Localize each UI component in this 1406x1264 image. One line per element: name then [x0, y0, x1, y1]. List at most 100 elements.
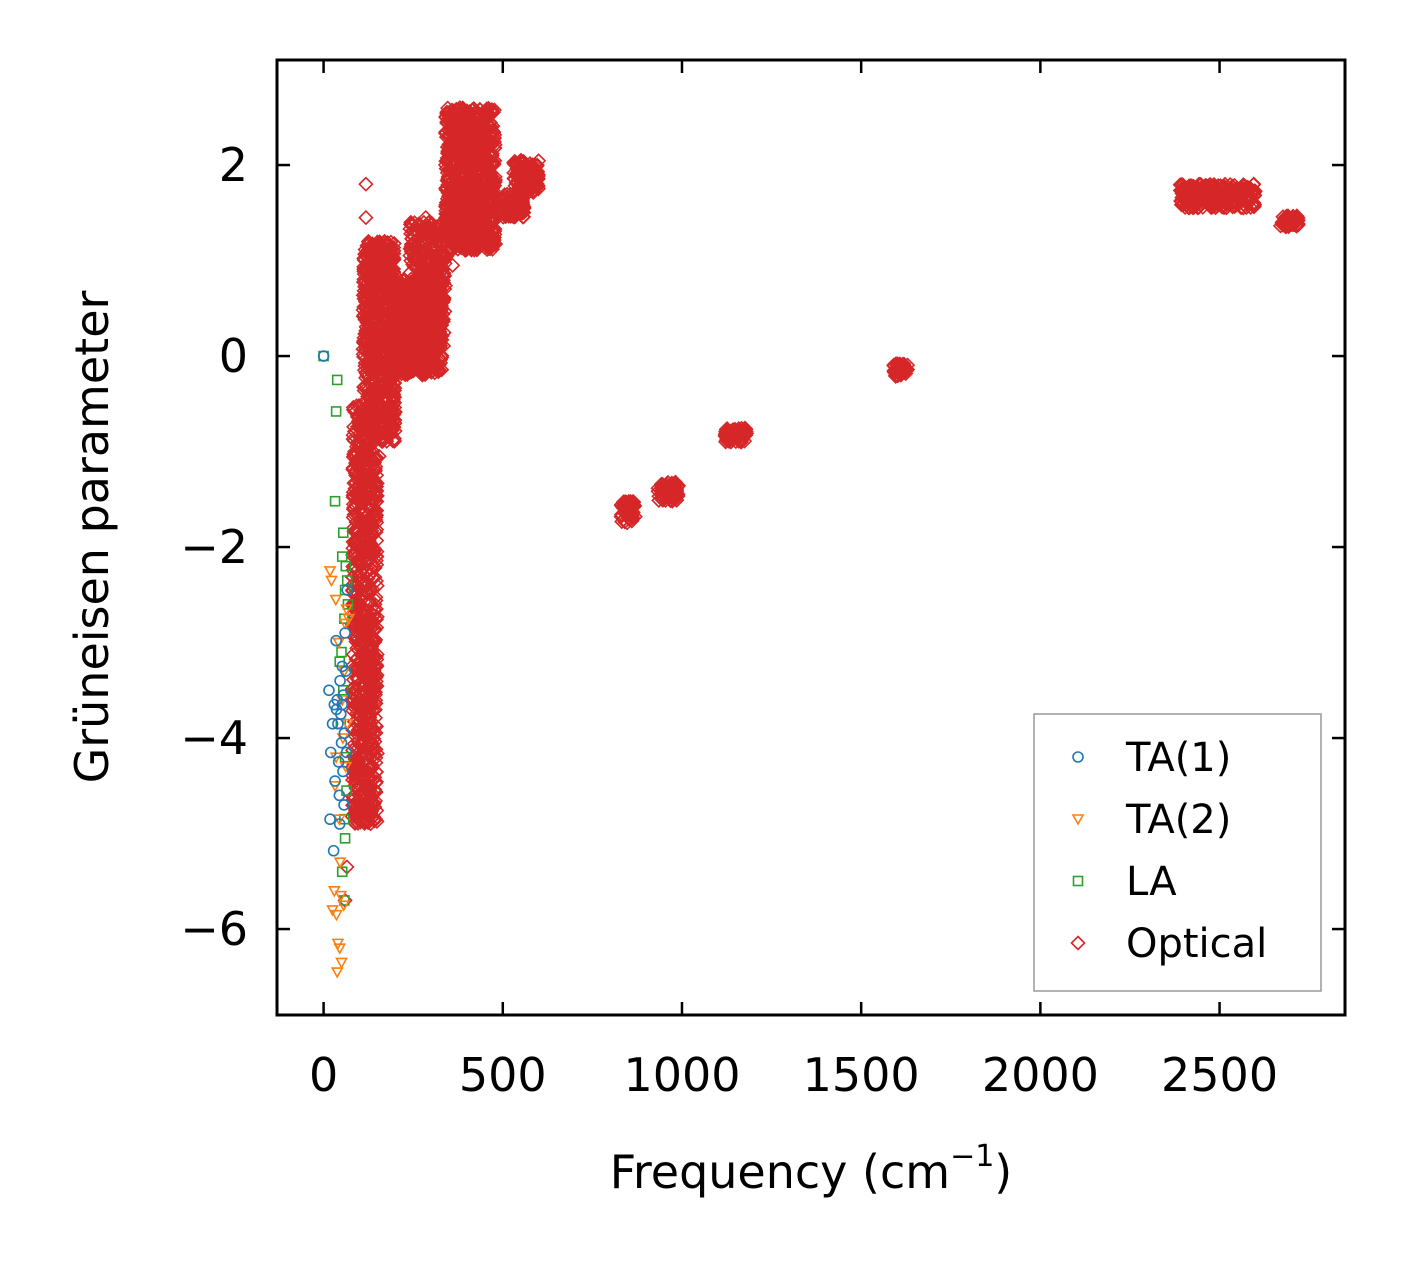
point-optical: [476, 114, 493, 130]
point-optical: [417, 366, 433, 383]
point-optical: [1283, 214, 1299, 230]
point-optical: [366, 454, 383, 471]
point-optical: [348, 463, 364, 479]
point-optical: [357, 671, 374, 687]
point-optical: [345, 449, 361, 465]
point-la: [340, 560, 352, 572]
point-optical: [352, 737, 368, 754]
point-optical: [368, 467, 385, 483]
point-optical: [360, 325, 376, 341]
point-optical: [1225, 197, 1242, 213]
point-optical: [666, 476, 683, 492]
point-optical: [384, 301, 400, 317]
point-optical: [355, 396, 371, 412]
point-optical: [464, 241, 480, 258]
point-optical: [403, 277, 419, 293]
point-optical: [362, 468, 379, 484]
point-optical: [368, 488, 384, 504]
point-optical: [385, 367, 401, 383]
point-optical: [394, 289, 410, 305]
point-optical: [430, 338, 446, 355]
point-optical: [668, 492, 684, 508]
point-optical: [360, 357, 376, 373]
point-optical: [353, 654, 369, 670]
point-optical: [1224, 181, 1240, 197]
point-optical: [355, 346, 371, 362]
point-optical: [370, 271, 387, 288]
x-tick-label: 2500: [1161, 1048, 1278, 1102]
point-optical: [507, 153, 523, 170]
point-optical: [459, 235, 475, 252]
point-ta-1: [333, 818, 346, 830]
point-optical: [345, 596, 361, 612]
x-axis-label-tail: ): [994, 1145, 1012, 1199]
point-optical: [480, 222, 496, 238]
point-optical: [363, 290, 379, 307]
point-optical: [446, 122, 462, 138]
point-optical: [444, 257, 461, 273]
point-optical: [1275, 215, 1291, 231]
point-optical: [372, 355, 388, 372]
point-optical: [1202, 176, 1218, 193]
point-optical: [477, 118, 493, 135]
point-optical: [448, 222, 464, 238]
point-ta-1: [336, 698, 349, 711]
point-optical: [452, 100, 468, 116]
point-optical: [1181, 186, 1197, 202]
point-optical: [366, 268, 382, 284]
legend-marker-ta-1: [1072, 751, 1084, 763]
point-optical: [506, 170, 522, 186]
point-optical: [403, 320, 419, 337]
point-optical: [528, 166, 545, 182]
point-optical: [368, 741, 384, 758]
point-optical: [407, 326, 423, 342]
point-optical: [362, 672, 379, 688]
point-optical: [476, 235, 493, 252]
point-optical: [450, 137, 467, 154]
legend-marker-la: [1072, 875, 1084, 887]
legend-marker-optical: [1070, 935, 1086, 951]
ticks-layer: 0 500 1000 1500 2000 2500 −6 −4 −2 0 2: [180, 60, 1345, 1102]
point-la: [336, 646, 347, 658]
point-optical: [352, 477, 368, 493]
point-optical: [413, 291, 429, 307]
point-optical: [413, 360, 430, 377]
point-optical: [460, 205, 476, 221]
point-optical: [660, 484, 676, 500]
point-optical: [362, 399, 378, 415]
point-la: [336, 866, 348, 878]
point-optical: [1282, 211, 1298, 228]
point-optical: [529, 178, 545, 194]
point-ta-2: [340, 718, 354, 731]
point-ta-1: [340, 746, 353, 759]
point-optical: [530, 153, 547, 169]
point-optical: [443, 164, 459, 180]
point-optical: [433, 275, 449, 291]
point-optical: [482, 185, 498, 201]
point-optical: [1191, 188, 1207, 205]
point-optical: [356, 725, 372, 741]
point-optical: [349, 689, 365, 705]
point-optical: [374, 258, 390, 274]
point-optical: [462, 122, 478, 138]
point-ta-2: [328, 780, 342, 793]
point-optical: [363, 640, 379, 656]
point-optical: [418, 252, 434, 269]
point-optical: [365, 681, 381, 697]
point-optical: [431, 335, 447, 351]
point-optical: [466, 231, 483, 247]
point-ta-1: [333, 789, 346, 802]
point-optical: [356, 514, 373, 531]
point-optical: [359, 513, 375, 530]
point-ta-1: [338, 799, 350, 811]
point-optical: [466, 123, 482, 140]
x-tick-label: 0: [309, 1048, 338, 1102]
point-optical: [369, 493, 385, 510]
point-optical: [505, 200, 522, 216]
point-optical: [373, 289, 389, 305]
point-ta-2: [340, 604, 353, 616]
point-optical: [362, 621, 378, 637]
point-optical: [346, 550, 363, 566]
point-optical: [422, 329, 438, 346]
point-optical: [383, 251, 399, 267]
